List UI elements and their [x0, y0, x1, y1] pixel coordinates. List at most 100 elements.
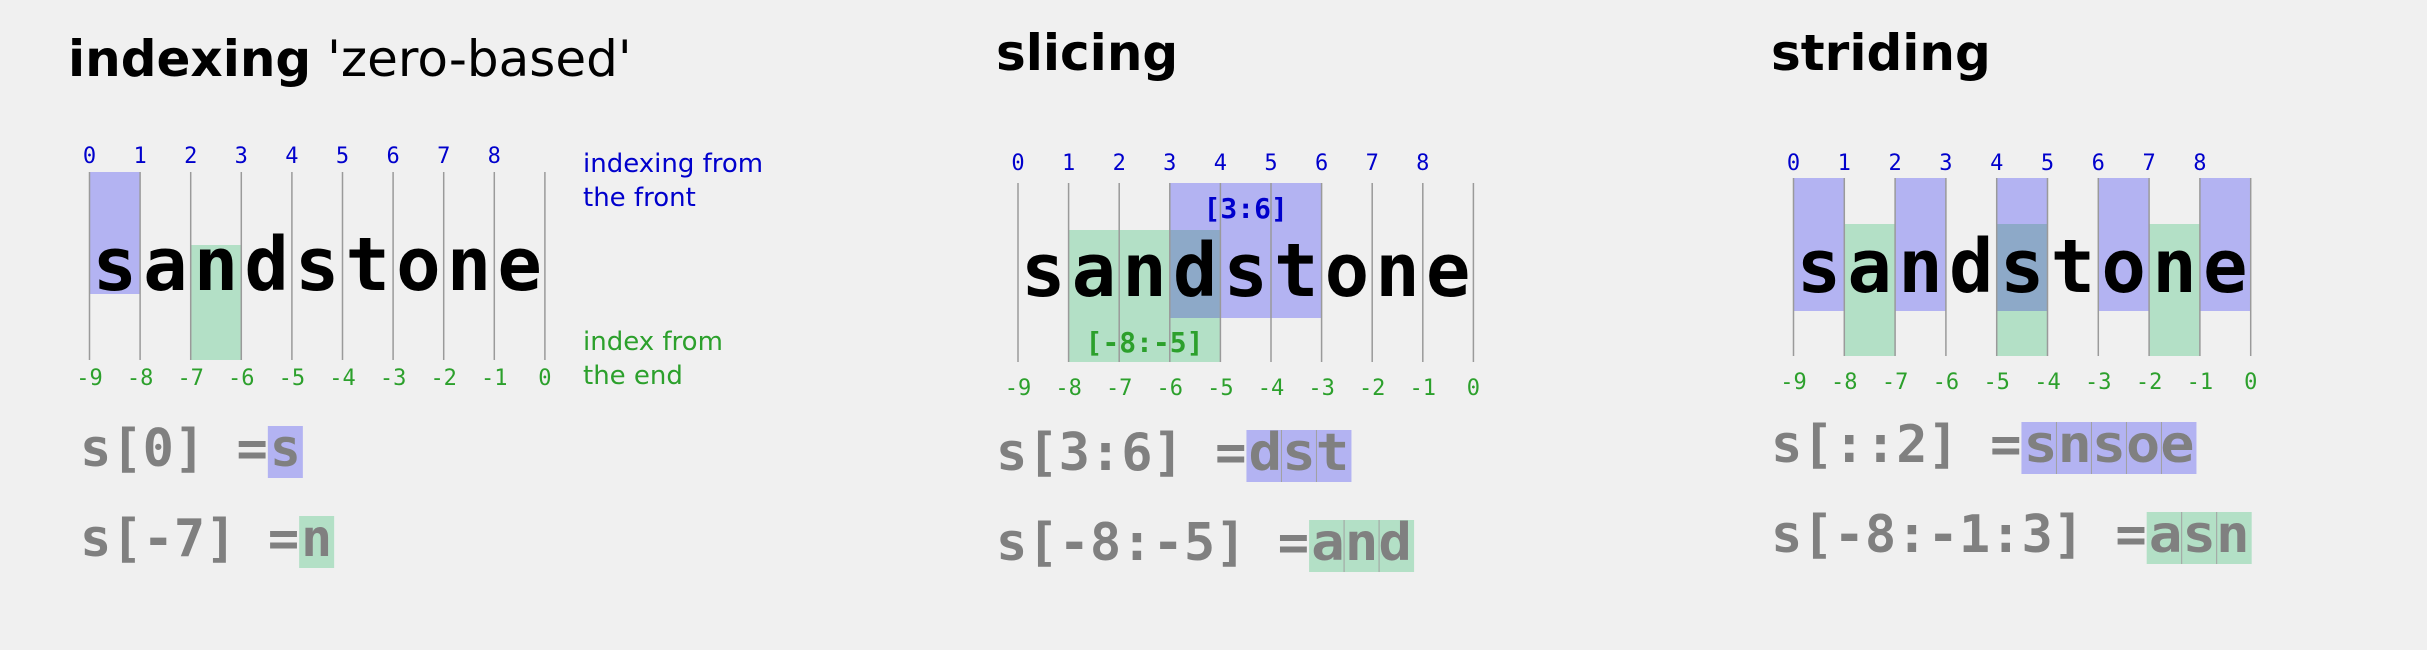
- striding-end-index-label: -7: [1882, 370, 1909, 395]
- indexing-title-rest: 'zero-based': [327, 30, 632, 88]
- striding-letter: o: [2101, 224, 2146, 310]
- striding-end-index-label: -9: [1780, 370, 1807, 395]
- striding-title: striding: [1771, 24, 1991, 82]
- striding-end-index-label: -8: [1831, 370, 1858, 395]
- slicing-front-index-label: 7: [1366, 151, 1379, 176]
- slicing-letter: s: [1021, 228, 1066, 314]
- slicing-end-index-label: -1: [1410, 376, 1437, 401]
- front-note: indexing from the front: [583, 149, 764, 213]
- indexing-front-index-label: 4: [285, 144, 298, 169]
- striding-front-index-label: 0: [1787, 151, 1800, 176]
- indexing-end-index-label: -8: [127, 366, 154, 391]
- slicing-example-2-result-box: [1309, 520, 1415, 572]
- striding-letter: s: [2000, 224, 2045, 310]
- indexing-letter: o: [396, 222, 441, 308]
- indexing-front-index-label: 8: [488, 144, 501, 169]
- slicing-example-1-expression: s[3:6] =: [996, 423, 1246, 483]
- striding-letter: n: [2152, 224, 2197, 310]
- slicing-front-label: [3:6]: [1204, 192, 1288, 225]
- slicing-end-index-label: -6: [1157, 376, 1184, 401]
- striding-example-1-result-box: [2021, 422, 2197, 474]
- striding-example-2-result-text: asn: [2149, 505, 2250, 565]
- slicing-letter: s: [1223, 228, 1268, 314]
- striding-front-highlight: [1895, 178, 1946, 311]
- slicing-front-index-label: 3: [1163, 151, 1176, 176]
- slicing-front-index-label: 4: [1214, 151, 1227, 176]
- striding-end-highlight: [1844, 224, 1896, 356]
- striding-title-bold: striding: [1771, 24, 1991, 82]
- striding-front-highlight: [1793, 178, 1845, 311]
- striding-front-index-label: 5: [2041, 151, 2054, 176]
- striding-end-index-label: -6: [1933, 370, 1960, 395]
- indexing-example-2-result-box: [299, 516, 335, 568]
- striding-end-index-label: -3: [2085, 370, 2112, 395]
- indexing-front-index-label: 3: [235, 144, 248, 169]
- indexing-front-highlight: [89, 172, 141, 294]
- slicing-front-index-label: 8: [1416, 151, 1429, 176]
- indexing-end-index-label: -9: [76, 366, 103, 391]
- indexing-end-index-label: -4: [329, 366, 356, 391]
- slicing-example-2-expression: s[-8:-5] =: [996, 513, 1309, 573]
- striding-letter: t: [2051, 224, 2096, 310]
- slicing-title: slicing: [996, 24, 1178, 82]
- indexing-front-index-label: 7: [437, 144, 450, 169]
- slicing-letter: e: [1426, 228, 1471, 314]
- slicing-end-index-label: -8: [1055, 376, 1082, 401]
- striding-example-2-result-box: [2146, 512, 2252, 564]
- striding-overlap-highlight: [1996, 224, 2048, 311]
- striding-example-2-expression: s[-8:-1:3] =: [1771, 505, 2147, 565]
- indexing-letter: t: [346, 222, 391, 308]
- striding-front-index-label: 3: [1939, 151, 1952, 176]
- striding-front-highlight: [2098, 178, 2150, 311]
- indexing-end-index-label: -2: [430, 366, 457, 391]
- slicing-front-index-label: 1: [1062, 151, 1075, 176]
- slicing-letter: a: [1072, 228, 1117, 314]
- slicing-overlap-highlight: [1169, 230, 1221, 318]
- striding-letter: s: [1797, 224, 1842, 310]
- striding-front-index-label: 8: [2193, 151, 2206, 176]
- indexing-letter: n: [194, 222, 239, 308]
- indexing-example-1-result-box: [267, 426, 303, 478]
- indexing-front-index-label: 2: [184, 144, 197, 169]
- indexing-title: indexing 'zero-based': [68, 30, 632, 88]
- striding-front-index-label: 7: [2142, 151, 2155, 176]
- indexing-end-index-label: -3: [380, 366, 407, 391]
- end-note: index from the end: [583, 327, 723, 391]
- indexing-front-index-label: 1: [133, 144, 146, 169]
- slicing-end-index-label: -9: [1005, 376, 1032, 401]
- slicing-front-index-label: 2: [1113, 151, 1126, 176]
- indexing-front-index-label: 6: [386, 144, 399, 169]
- striding-end-index-label: -5: [1983, 370, 2010, 395]
- striding-letter: d: [1949, 224, 1994, 310]
- indexing-letter: s: [93, 222, 138, 308]
- indexing-end-highlight: [190, 245, 242, 360]
- indexing-end-index-label: -1: [481, 366, 508, 391]
- slicing-letter: n: [1375, 228, 1420, 314]
- indexing-example-2-result-text: n: [301, 509, 332, 569]
- slicing-front-index-label: 0: [1011, 151, 1024, 176]
- indexing-front-index-label: 5: [336, 144, 349, 169]
- slicing-letter: o: [1325, 228, 1370, 314]
- slicing-example-1-result-text: dst: [1248, 423, 1349, 483]
- slicing-example-2-result-text: and: [1311, 513, 1412, 573]
- striding-end-index-label: -4: [2034, 370, 2061, 395]
- slicing-letter: t: [1274, 228, 1319, 314]
- indexing-letter: a: [143, 222, 188, 308]
- slicing-end-index-label: -4: [1258, 376, 1285, 401]
- slicing-end-index-label: -3: [1308, 376, 1335, 401]
- striding-example-1-expression: s[::2] =: [1771, 415, 2021, 475]
- slicing-end-index-label: -7: [1106, 376, 1133, 401]
- indexing-title-bold: indexing: [68, 30, 312, 88]
- indexing-letter: e: [497, 222, 542, 308]
- indexing-letter: s: [295, 222, 340, 308]
- striding-letter: e: [2203, 224, 2248, 310]
- striding-example-1-result-text: snsoe: [2023, 415, 2194, 475]
- indexing-example-1-expression: s[0] =: [80, 419, 268, 479]
- slicing-end-index-label: -5: [1207, 376, 1234, 401]
- slicing-front-index-label: 6: [1315, 151, 1328, 176]
- slicing-end-index-label: -2: [1359, 376, 1386, 401]
- slicing-end-label: [-8:-5]: [1085, 326, 1203, 359]
- slicing-end-index-label: 0: [1467, 376, 1480, 401]
- indexing-end-index-label: -6: [228, 366, 255, 391]
